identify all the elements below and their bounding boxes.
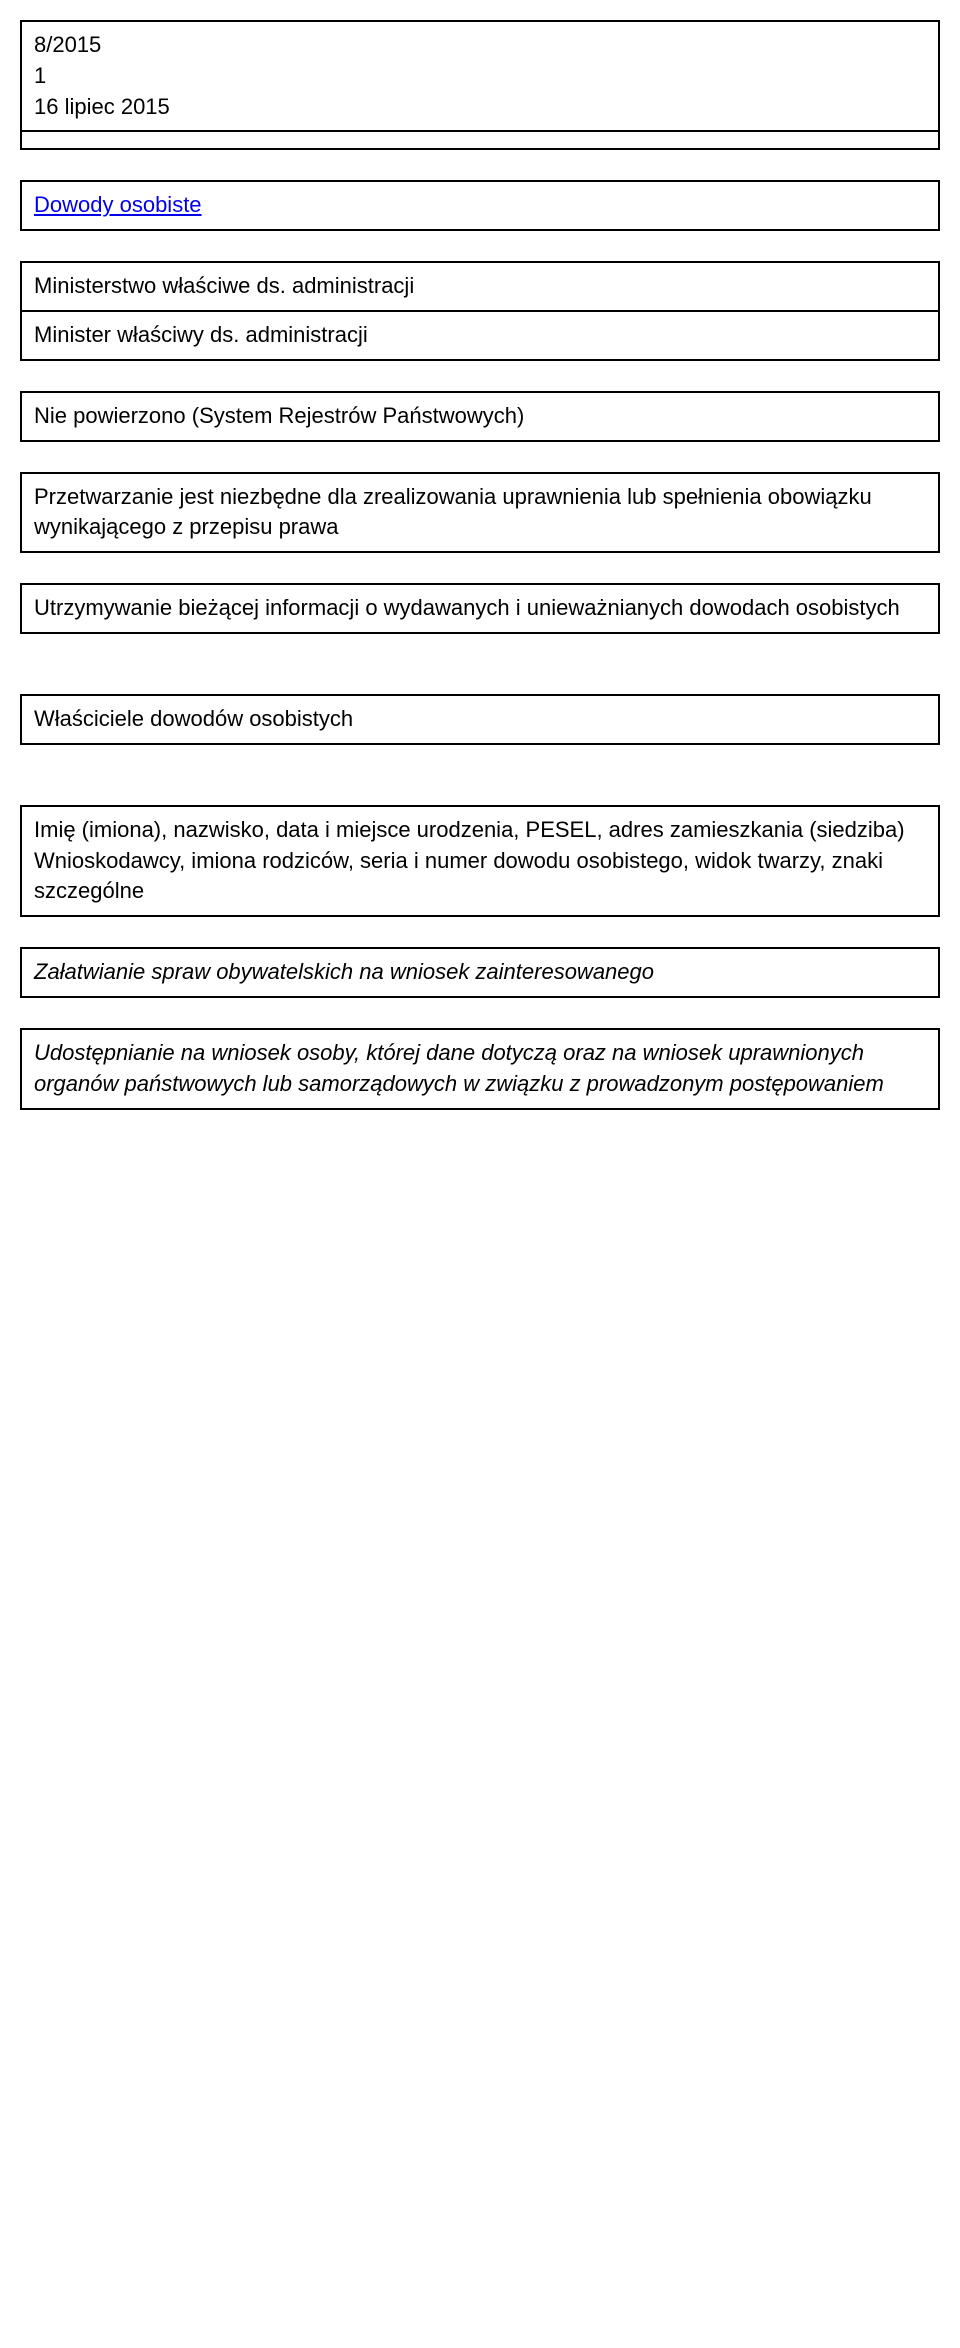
- delegation-text: Nie powierzono (System Rejestrów Państwo…: [34, 403, 524, 428]
- ref-number: 8/2015: [34, 30, 926, 61]
- minister-cell: Minister właściwy ds. administracji: [20, 310, 940, 361]
- handling-text: Załatwianie spraw obywatelskich na wnios…: [34, 959, 654, 984]
- data-scope-text: Imię (imiona), nazwisko, data i miejsce …: [34, 817, 905, 904]
- title-cell: Dowody osobiste: [20, 180, 940, 231]
- ministry-text: Ministerstwo właściwe ds. administracji: [34, 273, 414, 298]
- document-table: 8/2015 1 16 lipiec 2015 Dowody osobiste …: [20, 20, 940, 1110]
- owners-text: Właściciele dowodów osobistych: [34, 706, 353, 731]
- handling-cell: Załatwianie spraw obywatelskich na wnios…: [20, 947, 940, 998]
- processing-text: Przetwarzanie jest niezbędne dla zrealiz…: [34, 484, 872, 540]
- minister-text: Minister właściwy ds. administracji: [34, 322, 368, 347]
- maintenance-cell: Utrzymywanie bieżącej informacji o wydaw…: [20, 583, 940, 634]
- dowody-osobiste-link[interactable]: Dowody osobiste: [34, 192, 202, 217]
- maintenance-text: Utrzymywanie bieżącej informacji o wydaw…: [34, 595, 900, 620]
- data-scope-cell: Imię (imiona), nazwisko, data i miejsce …: [20, 805, 940, 917]
- sequence-number: 1: [34, 61, 926, 92]
- processing-cell: Przetwarzanie jest niezbędne dla zrealiz…: [20, 472, 940, 554]
- empty-cell: [20, 130, 940, 150]
- disclosure-text: Udostępnianie na wniosek osoby, której d…: [34, 1040, 884, 1096]
- delegation-cell: Nie powierzono (System Rejestrów Państwo…: [20, 391, 940, 442]
- date-text: 16 lipiec 2015: [34, 92, 926, 123]
- owners-cell: Właściciele dowodów osobistych: [20, 694, 940, 745]
- ministry-cell: Ministerstwo właściwe ds. administracji: [20, 261, 940, 310]
- header-ref-cell: 8/2015 1 16 lipiec 2015: [20, 20, 940, 130]
- disclosure-cell: Udostępnianie na wniosek osoby, której d…: [20, 1028, 940, 1110]
